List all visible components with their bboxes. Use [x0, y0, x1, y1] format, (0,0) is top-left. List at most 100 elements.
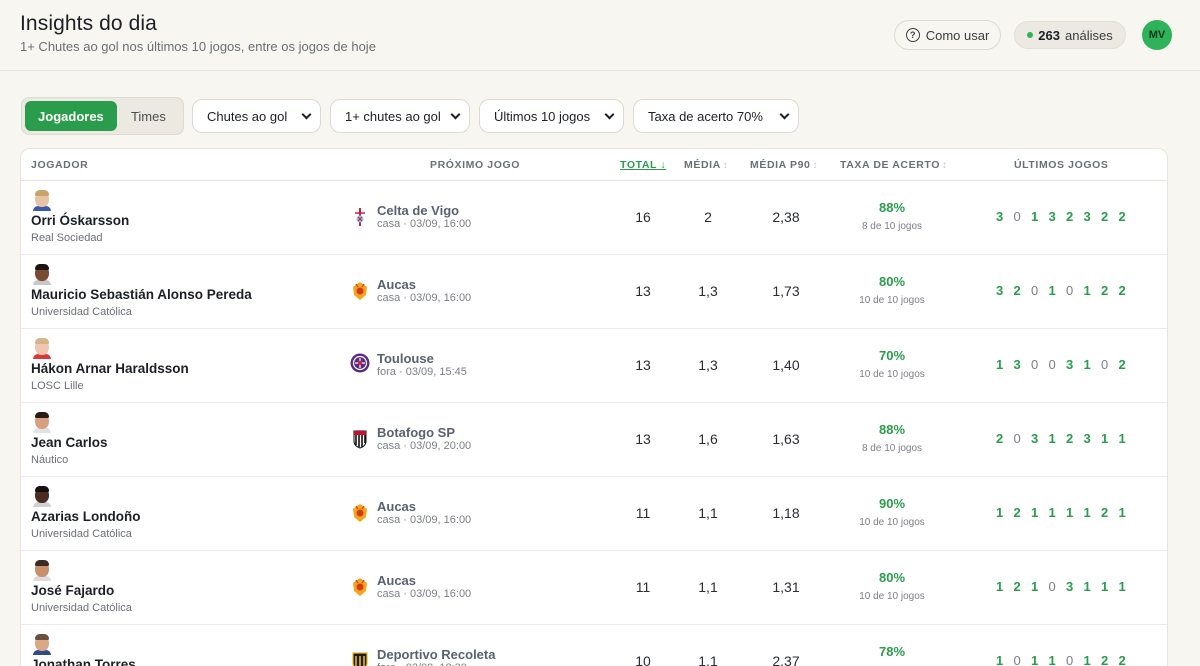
insights-table: JOGADOR PRÓXIMO JOGO TOTAL ↓ MÉDIA ↕ MÉDI…	[20, 148, 1168, 666]
match-venue-time: casa · 03/09, 16:00	[377, 292, 472, 304]
player-name[interactable]: Jean Carlos	[31, 435, 108, 450]
last-game-value: 0	[1031, 283, 1039, 298]
hit-rate-value: 80%	[878, 570, 906, 585]
last-game-value: 1	[1118, 579, 1126, 594]
player-name[interactable]: Azarias Londoño	[31, 509, 141, 524]
last-game-value: 1	[1083, 283, 1091, 298]
last-game-value: 2	[1101, 209, 1109, 224]
user-avatar[interactable]: MV	[1142, 20, 1172, 50]
average-value: 1,1	[698, 505, 718, 521]
how-to-use-button[interactable]: ? Como usar	[894, 20, 1001, 50]
opponent-name: Aucas	[377, 573, 417, 588]
opponent-name: Aucas	[377, 277, 417, 292]
hit-rate-select-value: Taxa de acerto 70%	[648, 108, 763, 124]
top-header: Insights do dia 1+ Chutes ao gol nos últ…	[0, 0, 1200, 71]
arrow-down-icon: ↓	[660, 159, 667, 171]
col-next-game: PRÓXIMO JOGO	[430, 159, 521, 171]
page-subtitle: 1+ Chutes ao gol nos últimos 10 jogos, e…	[20, 39, 376, 54]
col-total-label: TOTAL	[620, 159, 657, 171]
player-name[interactable]: José Fajardo	[31, 583, 115, 598]
total-value: 13	[635, 357, 651, 373]
table-row[interactable]: José Fajardo Universidad Católica Aucas cas…	[21, 551, 1167, 625]
sort-icon: ↕	[942, 160, 948, 171]
col-total[interactable]: TOTAL ↓	[620, 159, 666, 171]
last-game-value: 2	[996, 431, 1004, 446]
last-game-value: 2	[1118, 209, 1126, 224]
sort-icon: ↕	[722, 160, 729, 171]
how-to-use-label: Como usar	[925, 27, 990, 43]
match-venue-time: casa · 03/09, 16:00	[377, 218, 472, 230]
last-game-value: 3	[1083, 209, 1091, 224]
opponent-name: Deportivo Recoleta	[377, 647, 496, 662]
segment-teams[interactable]: Times	[130, 108, 166, 124]
stat-select[interactable]: Chutes ao gol	[192, 99, 321, 133]
last-game-value: 1	[1101, 431, 1109, 446]
average-value: 1,1	[698, 579, 718, 595]
table-row[interactable]: Hákon Arnar Haraldsson LOSC Lille Toulouse…	[21, 329, 1167, 403]
last-game-value: 1	[996, 357, 1004, 372]
last-game-value: 1	[1048, 431, 1056, 446]
status-dot-icon	[1027, 32, 1034, 38]
last-game-value: 0	[1066, 653, 1074, 666]
col-average-p90[interactable]: MÉDIA P90 ↕	[750, 159, 818, 171]
average-p90-value: 1,31	[772, 579, 800, 595]
col-hit-rate[interactable]: TAXA DE ACERTO ↕	[840, 159, 948, 171]
last-game-value: 0	[1013, 431, 1021, 446]
player-name[interactable]: Orri Óskarsson	[31, 213, 130, 228]
last-game-value: 1	[1083, 653, 1091, 666]
celta-crest-icon	[350, 207, 370, 227]
last-game-value: 3	[996, 209, 1004, 224]
analyses-label: análises	[1065, 27, 1113, 43]
table-row[interactable]: Jean Carlos Náutico Botafogo SP casa · 03/0…	[21, 403, 1167, 477]
stat-select-value: Chutes ao gol	[207, 108, 288, 124]
player-name[interactable]: Mauricio Sebastián Alonso Pereda	[31, 287, 252, 302]
table-row[interactable]: Azarias Londoño Universidad Católica Aucas…	[21, 477, 1167, 551]
table-row[interactable]: Jonathan Torres Deportivo Recoletafora · …	[21, 625, 1167, 666]
hit-rate-detail: 10 de 10 jogos	[859, 369, 925, 380]
analyses-count: 263	[1038, 27, 1060, 43]
player-photo	[32, 263, 52, 285]
average-value: 2	[704, 209, 712, 225]
last-game-value: 0	[1013, 653, 1021, 666]
last-game-value: 1	[1083, 505, 1091, 520]
period-select[interactable]: Últimos 10 jogos	[479, 99, 624, 133]
col-hit-rate-label: TAXA DE ACERTO	[840, 159, 940, 171]
threshold-select[interactable]: 1+ chutes ao gol	[330, 99, 470, 133]
hit-rate-value: 80%	[878, 274, 906, 289]
aucas-crest-icon	[350, 503, 370, 523]
average-p90-value: 1,40	[772, 357, 800, 373]
hit-rate-select[interactable]: Taxa de acerto 70%	[633, 99, 799, 133]
average-value: 1,6	[698, 431, 718, 447]
last-game-value: 1	[1048, 283, 1056, 298]
player-photo	[32, 633, 52, 655]
player-photo	[32, 485, 52, 507]
last-game-value: 2	[1118, 653, 1126, 666]
table-row[interactable]: Orri Óskarsson Real Sociedad Celta de Vigo…	[21, 181, 1167, 255]
last-game-value: 1	[1048, 653, 1056, 666]
analyses-counter: 263 análises	[1014, 21, 1126, 49]
player-name[interactable]: Jonathan Torres	[31, 657, 136, 666]
col-player: JOGADOR	[31, 159, 89, 171]
last-game-value: 3	[996, 283, 1004, 298]
entity-segmented-control: Jogadores Times	[21, 97, 184, 135]
average-value: 1,3	[698, 357, 718, 373]
col-average[interactable]: MÉDIA ↕	[684, 159, 728, 171]
hit-rate-detail: 10 de 10 jogos	[859, 295, 925, 306]
last-game-value: 1	[1066, 505, 1074, 520]
average-value: 1,3	[698, 283, 718, 299]
table-row[interactable]: Mauricio Sebastián Alonso Pereda Universi…	[21, 255, 1167, 329]
period-select-value: Últimos 10 jogos	[494, 108, 591, 124]
last-game-value: 1	[1083, 579, 1091, 594]
hit-rate-value: 70%	[878, 348, 906, 363]
last-game-value: 1	[1031, 505, 1039, 520]
player-name[interactable]: Hákon Arnar Haraldsson	[31, 361, 189, 376]
player-team: Náutico	[31, 454, 69, 466]
player-photo	[32, 559, 52, 581]
segment-players[interactable]: Jogadores	[25, 101, 117, 131]
col-last-games: ÚLTIMOS JOGOS	[1014, 159, 1109, 171]
